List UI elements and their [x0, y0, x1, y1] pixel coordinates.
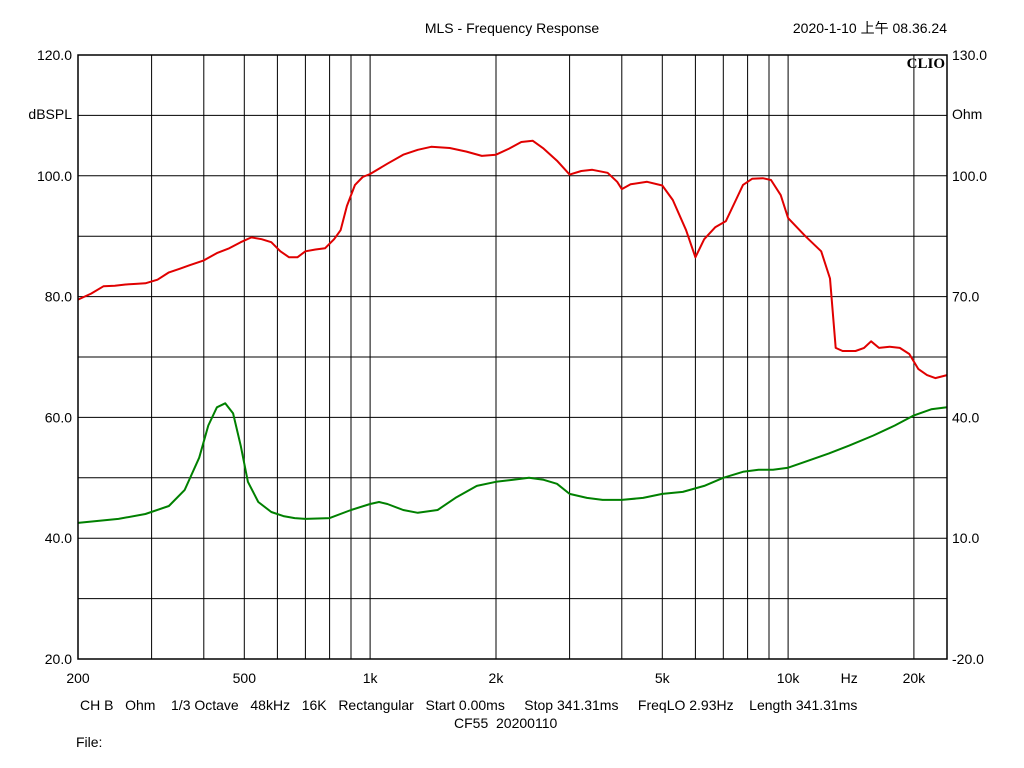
x-tick-label: 500 — [233, 670, 257, 686]
grid-lines — [78, 54, 947, 660]
x-tick-label: 2k — [489, 670, 505, 686]
y-right-tick-label: 70.0 — [952, 289, 979, 305]
spl-curve — [77, 139, 948, 380]
y-left-tick-label: 100.0 — [37, 168, 72, 184]
x-tick-label: 1k — [363, 670, 379, 686]
y-right-tick-label: 10.0 — [952, 530, 979, 546]
measurement-name: CF55 20200110 — [454, 715, 558, 731]
chart-title: MLS - Frequency Response — [425, 20, 600, 36]
series-layer — [77, 139, 948, 524]
y-left-tick-label: 20.0 — [45, 651, 72, 667]
y-left-axis-label: dBSPL — [28, 106, 72, 122]
x-tick-label: 20k — [903, 670, 927, 686]
x-axis-unit-label: Hz — [841, 670, 858, 686]
x-tick-label: 10k — [777, 670, 801, 686]
file-label: File: — [76, 734, 103, 750]
x-tick-label: 5k — [655, 670, 671, 686]
x-tick-label: 200 — [66, 670, 90, 686]
y-left-tick-label: 80.0 — [45, 289, 72, 305]
impedance-curve — [77, 402, 948, 524]
y-right-tick-label: 40.0 — [952, 409, 979, 425]
plot-frame — [77, 54, 948, 660]
y-left-tick-label: 40.0 — [45, 530, 72, 546]
y-right-tick-label: 100.0 — [952, 168, 987, 184]
y-left-tick-label: 60.0 — [45, 409, 72, 425]
axis-labels: 120.0 100.0 80.0 60.0 40.0 20.0 130.0 100.0 70.0… — [28, 47, 987, 686]
brand-logo: CLIO — [907, 56, 945, 72]
y-right-axis-label: Ohm — [952, 106, 982, 122]
timestamp: 2020-1-10 上午 08.36.24 — [793, 20, 947, 36]
settings-line: CH B Ohm 1/3 Octave 48kHz 16K Rectangula… — [80, 697, 858, 713]
y-left-tick-label: 120.0 — [37, 47, 72, 63]
y-right-tick-label: 130.0 — [952, 47, 987, 63]
y-right-tick-label: -20.0 — [952, 651, 984, 667]
